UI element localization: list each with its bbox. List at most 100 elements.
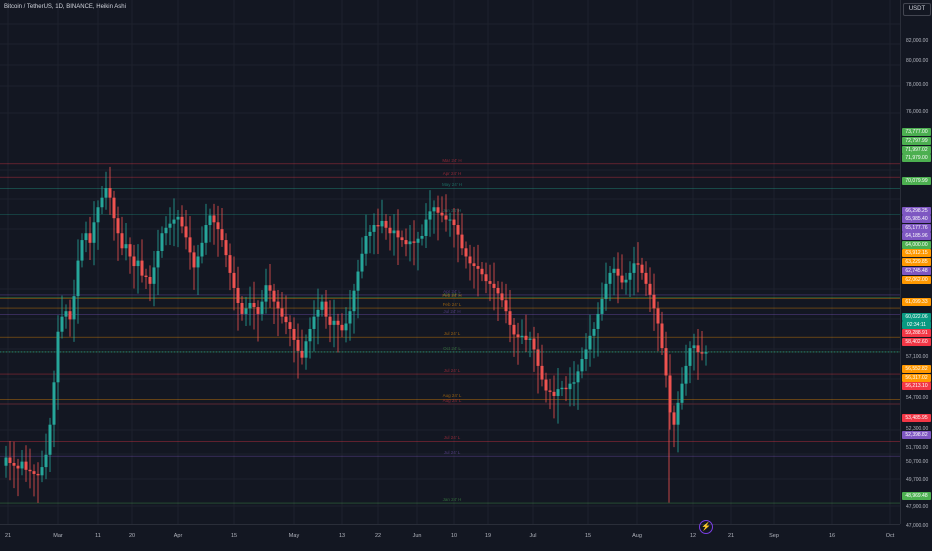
candle-body (288, 322, 292, 329)
price-tick-label: 82,000.00 (906, 38, 929, 44)
time-tick-label: 16 (828, 533, 836, 539)
price-tag: 65,177.76 (902, 224, 931, 232)
price-chart[interactable] (0, 0, 900, 524)
price-tick-label: 52,300.00 (906, 426, 929, 432)
lightning-icon[interactable]: ⚡ (699, 520, 713, 534)
candle-body (576, 371, 580, 383)
candle-body (332, 320, 336, 325)
level-line-label: Jan 24' H (442, 497, 462, 503)
candle-body (360, 253, 364, 272)
candle-body (484, 274, 488, 282)
time-tick-label: 20 (128, 533, 136, 539)
price-tick-label: 76,000.00 (906, 109, 929, 115)
candle-body (608, 272, 612, 284)
candle-body (496, 287, 500, 294)
candle-body (444, 215, 448, 220)
candle-body (468, 256, 472, 264)
price-tag: 62,062.00 (902, 276, 931, 284)
candle-body (136, 260, 140, 267)
candle-body (656, 308, 660, 324)
candle-body (376, 225, 380, 227)
candle-body (520, 335, 524, 338)
candle-body (432, 207, 436, 212)
candle-body (596, 313, 600, 329)
candle-body (292, 328, 296, 340)
candle-body (548, 390, 552, 392)
candle-body (236, 287, 240, 303)
candle-body (412, 241, 416, 243)
candle-body (364, 235, 368, 254)
candle-body (60, 316, 64, 332)
price-tick-label: 80,000.00 (906, 58, 929, 64)
chart-pane[interactable] (0, 0, 900, 524)
candle-body (572, 382, 576, 384)
candle-body (320, 301, 324, 310)
price-tag: 59,288.91 (902, 329, 931, 337)
candle-body (392, 230, 396, 234)
currency-label[interactable]: USDT (903, 3, 931, 16)
candle-body (48, 424, 52, 455)
candle-body (384, 220, 388, 228)
candle-body (124, 244, 128, 249)
candle-body (116, 218, 120, 234)
candle-body (636, 263, 640, 265)
candle-body (584, 349, 588, 360)
candle-body (108, 188, 112, 198)
candle-body (164, 227, 168, 234)
symbol-title[interactable]: Bitcoin / TetherUS, 1D, BINANCE, Heikin … (4, 4, 126, 10)
candle-body (560, 387, 564, 390)
candle-body (64, 311, 68, 317)
candle-body (84, 233, 88, 241)
level-line-label: Feb 24' L (442, 302, 462, 308)
time-tick-label: Jul (529, 533, 537, 539)
candle-body (224, 240, 228, 256)
candle-body (52, 382, 56, 425)
price-tag: 71,997.02 (902, 146, 931, 154)
price-tag: 62,745.48 (902, 267, 931, 275)
candle-body (56, 331, 60, 383)
candle-body (372, 225, 376, 232)
candle-body (92, 222, 96, 243)
candle-body (476, 266, 480, 269)
candle-body (20, 461, 24, 469)
candle-body (556, 389, 560, 396)
candle-body (336, 320, 340, 325)
price-tag: 63,229.85 (902, 258, 931, 266)
candle-body (472, 263, 476, 267)
candle-body (436, 207, 440, 213)
candle-body (380, 220, 384, 227)
candle-body (280, 308, 284, 317)
candle-body (344, 323, 348, 331)
candle-body (4, 457, 8, 466)
price-tag: 64,185.96 (902, 232, 931, 240)
candle-body (132, 256, 136, 267)
candle-body (424, 219, 428, 236)
candle-body (448, 219, 452, 221)
candle-body (540, 365, 544, 380)
candle-body (528, 338, 532, 340)
candle-body (440, 212, 444, 216)
level-line-label: Apr 24' L (443, 288, 461, 294)
candle-body (76, 260, 80, 297)
candle-body (652, 294, 656, 309)
candle-body (72, 296, 76, 320)
candle-body (128, 244, 132, 257)
price-tag: 73,777.00 (902, 128, 931, 136)
candle-body (276, 301, 280, 309)
price-tick-label: 57,100.00 (906, 354, 929, 360)
candle-body (260, 301, 264, 314)
candle-body (12, 462, 16, 466)
candle-body (460, 234, 464, 249)
candle-body (640, 264, 644, 273)
time-axis[interactable]: 21 Mar 11 20 Apr 15 May 13 22 Jun 10 19 Jul 15 Aug 12 21… (0, 524, 900, 551)
candle-body (700, 352, 704, 354)
price-tag: 60,022.06 (902, 313, 931, 321)
candle-body (492, 283, 496, 288)
candle-body (692, 345, 696, 349)
candle-body (664, 348, 668, 376)
price-tag: 52,398.82 (902, 431, 931, 439)
candle-body (268, 285, 272, 291)
time-tick-label: 11 (95, 533, 101, 539)
price-tag: 56,552.82 (902, 365, 931, 373)
candle-body (28, 469, 32, 472)
